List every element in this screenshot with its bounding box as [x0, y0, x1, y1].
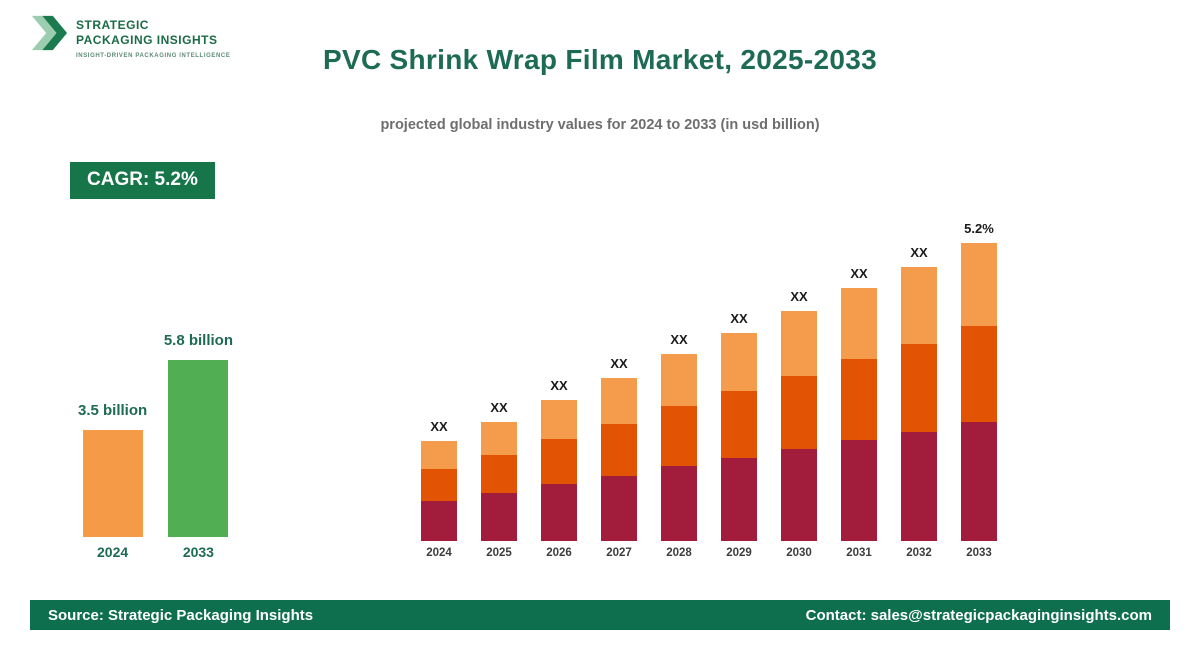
- stacked-year-label: 2028: [666, 547, 692, 559]
- stacked-bar-segment-bottom: [721, 458, 757, 541]
- stacked-value-label: XX: [610, 356, 628, 371]
- summary-value-label: 3.5 billion: [78, 402, 148, 419]
- stacked-year-label: 2032: [906, 547, 932, 559]
- stacked-value-label: XX: [550, 378, 568, 393]
- stacked-year-label: 2033: [966, 547, 992, 559]
- stacked-value-label: XX: [850, 266, 868, 281]
- stacked-year-label: 2030: [786, 547, 812, 559]
- brand-text: STRATEGIC PACKAGING INSIGHTS INSIGHT-DRI…: [76, 14, 230, 59]
- stacked-year-label: 2025: [486, 547, 512, 559]
- stacked-bar-segment-bottom: [781, 449, 817, 541]
- page-title: PVC Shrink Wrap Film Market, 2025-2033: [323, 44, 877, 75]
- footer-contact-link[interactable]: Contact: sales@strategicpackaginginsight…: [805, 606, 1152, 624]
- brand-logo: STRATEGIC PACKAGING INSIGHTS INSIGHT-DRI…: [30, 14, 230, 59]
- stacked-bar: [481, 422, 517, 541]
- summary-bar-group: 5.8 billion 2033: [164, 332, 233, 561]
- summary-year-label: 2033: [182, 544, 214, 560]
- stacked-bar: [601, 378, 637, 541]
- stacked-bar-segment-middle: [541, 439, 577, 484]
- stacked-bar-segment-top: [541, 400, 577, 439]
- stacked-bar-segment-bottom: [841, 440, 877, 541]
- stacked-bar-group: XX 2024: [421, 419, 457, 561]
- stacked-bar-segment-top: [661, 354, 697, 406]
- stacked-bar-segment-bottom: [481, 493, 517, 541]
- stacked-bar-segment-middle: [841, 359, 877, 440]
- stacked-value-label: 5.2%: [964, 221, 994, 236]
- stacked-bar-group: XX 2025: [481, 400, 517, 561]
- summary-bar: [82, 430, 143, 537]
- stacked-bar-segment-bottom: [601, 476, 637, 541]
- stacked-bar: [721, 333, 757, 541]
- stacked-bar-group: XX 2031: [841, 266, 877, 561]
- cagr-badge: CAGR: 5.2%: [70, 162, 215, 199]
- stacked-value-label: XX: [430, 419, 448, 434]
- summary-chart: 3.5 billion 2024 5.8 billion 2033: [78, 331, 233, 561]
- brand-name-line1: STRATEGIC: [76, 18, 149, 32]
- stacked-bar-segment-middle: [601, 424, 637, 476]
- stacked-bar-segment-top: [601, 378, 637, 424]
- stacked-bar-segment-top: [781, 311, 817, 376]
- stacked-bar: [901, 267, 937, 541]
- stacked-bar: [781, 311, 817, 541]
- summary-bar-group: 3.5 billion 2024: [78, 402, 147, 561]
- stacked-bar-segment-bottom: [541, 484, 577, 541]
- stacked-year-label: 2027: [606, 547, 632, 559]
- stacked-bar-segment-middle: [781, 376, 817, 449]
- page-subtitle: projected global industry values for 202…: [380, 117, 820, 133]
- stacked-bar-segment-top: [721, 333, 757, 391]
- stacked-year-label: 2029: [726, 547, 752, 559]
- summary-bar: [168, 360, 229, 537]
- summary-year-label: 2024: [97, 544, 129, 560]
- stacked-bar-group: XX 2030: [781, 289, 817, 561]
- stacked-bar-segment-bottom: [421, 501, 457, 541]
- stacked-bar-segment-bottom: [901, 432, 937, 541]
- stacked-bar-group: 5.2% 2033: [961, 221, 997, 561]
- stacked-bar-segment-middle: [421, 469, 457, 501]
- footer-source: Source: Strategic Packaging Insights: [48, 606, 314, 624]
- stacked-bar-segment-top: [901, 267, 937, 344]
- stacked-bar: [541, 400, 577, 541]
- brand-chevron-icon: [31, 15, 68, 51]
- brand-name-line2: PACKAGING INSIGHTS: [76, 33, 218, 47]
- stacked-bar-group: XX 2029: [721, 311, 757, 561]
- stacked-bar-group: XX 2027: [601, 356, 637, 561]
- stacked-bar-segment-top: [961, 243, 997, 326]
- stacked-bar-segment-top: [481, 422, 517, 455]
- stacked-bar: [841, 288, 877, 541]
- stacked-bar-segment-middle: [721, 391, 757, 458]
- stacked-bar-group: XX 2028: [661, 332, 697, 561]
- stacked-bar-group: XX 2026: [541, 378, 577, 561]
- stacked-bar: [961, 243, 997, 541]
- stacked-bar-segment-top: [421, 441, 457, 469]
- stacked-year-label: 2026: [546, 547, 572, 559]
- stacked-bar: [421, 441, 457, 541]
- stacked-value-label: XX: [730, 311, 748, 326]
- stacked-value-label: XX: [790, 289, 808, 304]
- stacked-bar-group: XX 2032: [901, 245, 937, 561]
- stacked-bar-segment-middle: [481, 455, 517, 493]
- stacked-year-label: 2031: [846, 547, 872, 559]
- stacked-bar-segment-middle: [961, 326, 997, 422]
- footer-bar: Source: Strategic Packaging Insights Con…: [30, 600, 1170, 630]
- stacked-value-label: XX: [490, 400, 508, 415]
- stacked-value-label: XX: [910, 245, 928, 260]
- stacked-bar-segment-bottom: [961, 422, 997, 541]
- stacked-year-label: 2024: [426, 547, 452, 559]
- stacked-bar-segment-top: [841, 288, 877, 359]
- summary-value-label: 5.8 billion: [163, 332, 233, 349]
- stacked-value-label: XX: [670, 332, 688, 347]
- stacked-bar: [661, 354, 697, 541]
- stacked-bar-segment-middle: [901, 344, 937, 432]
- brand-tagline: INSIGHT-DRIVEN PACKAGING INTELLIGENCE: [76, 53, 231, 59]
- stacked-bar-segment-middle: [661, 406, 697, 466]
- stacked-bar-segment-bottom: [661, 466, 697, 541]
- stacked-chart: XX 2024 XX 2025 XX 2026 XX 2027 XX 2028 XX 2029 XX 20…: [421, 217, 997, 561]
